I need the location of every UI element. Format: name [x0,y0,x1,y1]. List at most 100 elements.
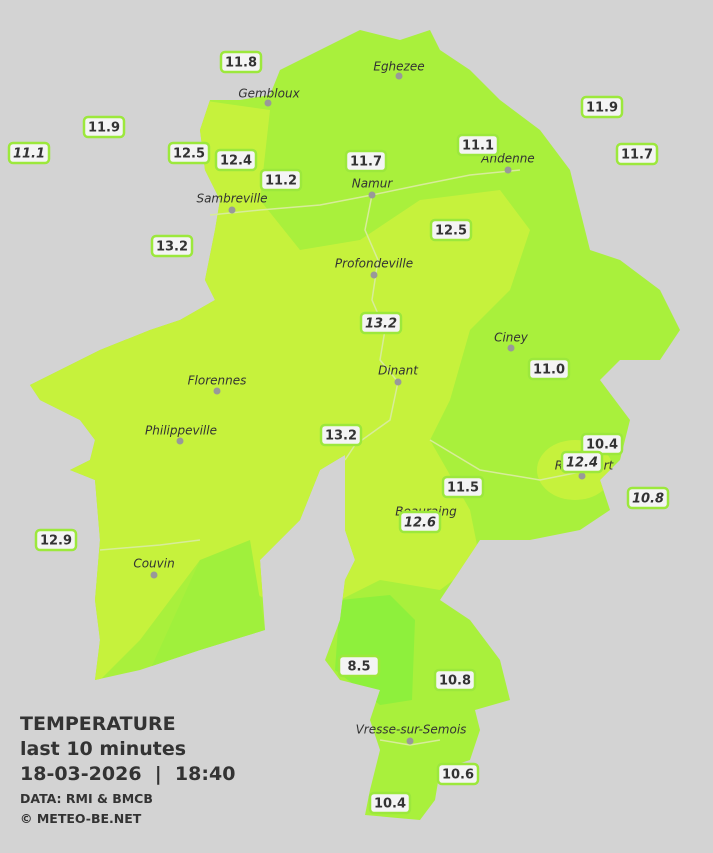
station: 12.6 [398,510,442,534]
station-box [319,423,363,447]
station-value: 13.2 [156,240,188,255]
station-value: 11.0 [533,363,565,378]
city-dot [395,72,403,80]
station-box [436,762,480,786]
station-value: 11.5 [447,481,479,496]
station-value: 10.8 [439,674,471,689]
station-box [150,234,194,258]
station-value: 10.4 [374,797,406,812]
station-box [167,141,211,165]
station: 11.9 [82,115,126,139]
legend-title: 18-03-2026 | 18:40 [20,763,235,785]
station: 13.2 [319,423,363,447]
station-value: 11.1 [462,139,494,154]
station-value: 12.5 [173,147,205,162]
station: 12.5 [167,141,211,165]
station-value: 11.7 [621,148,653,163]
station: 11.9 [580,95,624,119]
station-value: 12.4 [566,456,598,471]
station: 11.7 [615,142,659,166]
station-box [359,311,403,335]
station-box [560,450,604,474]
station-value: 12.6 [404,516,436,531]
city-dot [213,387,221,395]
zone-cold [335,595,415,705]
city-dot [176,437,184,445]
station: 8.5 [337,654,381,678]
station-box [429,218,473,242]
city-dot [228,206,236,214]
legend-credit: © METEO-BE.NET [20,811,142,826]
city-label: Couvin [133,557,174,571]
station-box [615,142,659,166]
station-box [368,791,412,815]
station: 12.4 [214,148,258,172]
legend-credit: DATA: RMI & BMCB [20,791,153,806]
station: 10.6 [436,762,480,786]
city-label: Sambreville [196,192,267,206]
station-box [398,510,442,534]
river [429,439,591,481]
station-value: 11.8 [225,56,257,71]
station: 10.8 [433,668,477,692]
station: 11.2 [259,168,303,192]
station-value: 10.8 [632,492,664,507]
city-label: Gembloux [238,87,300,101]
city-label: Namur [352,177,394,191]
station-box [337,654,381,678]
station: 11.1 [456,133,500,157]
station-value: 12.9 [40,534,72,549]
city-label: Florennes [188,374,247,388]
city-dot [394,378,402,386]
station-box [626,486,670,510]
river [379,739,441,746]
station: 13.2 [150,234,194,258]
station-box [441,475,485,499]
city-dot [370,271,378,279]
station-box [456,133,500,157]
station-value: 11.1 [13,147,45,162]
city-dot [368,191,376,199]
station: 11.5 [441,475,485,499]
city-dot [406,737,414,745]
station-box [344,149,388,173]
city-dot [578,472,586,480]
station-value: 8.5 [347,660,370,675]
city-label: Profondeville [335,257,413,271]
station: 11.0 [527,357,571,381]
station: 12.4 [560,450,604,474]
river [99,539,201,551]
station: 11.7 [344,149,388,173]
station-box [82,115,126,139]
legend-title: last 10 minutes [20,738,186,760]
station-box [433,668,477,692]
city-dot [150,571,158,579]
city-label: Ciney [494,331,529,345]
station-value: 10.4 [586,438,618,453]
station-box [580,95,624,119]
station: 11.1 [7,141,51,165]
station-value: 11.7 [350,155,382,170]
city-dot [264,99,272,107]
station-box [527,357,571,381]
station-value: 11.2 [265,174,297,189]
city-dot [507,344,515,352]
city-label: Vresse-sur-Semois [356,723,467,737]
station-value: 12.4 [220,154,252,169]
stations: 11.8 11.9 11.1 12.5 12.4 11.2 11.7 11.1 11.9 11.7… [7,50,670,815]
station-value: 13.2 [365,317,397,332]
station: 12.9 [34,528,78,552]
city-label: Eghezee [373,60,424,74]
station-box [34,528,78,552]
river [344,194,399,461]
station-box [259,168,303,192]
legend-title: TEMPERATURE [20,713,176,735]
station: 10.8 [626,486,670,510]
city-label: Philippeville [145,424,217,438]
city-dot [504,166,512,174]
station: 11.8 [219,50,263,74]
station: 10.4 [368,791,412,815]
station-value: 10.6 [442,768,474,783]
station-box [7,141,51,165]
